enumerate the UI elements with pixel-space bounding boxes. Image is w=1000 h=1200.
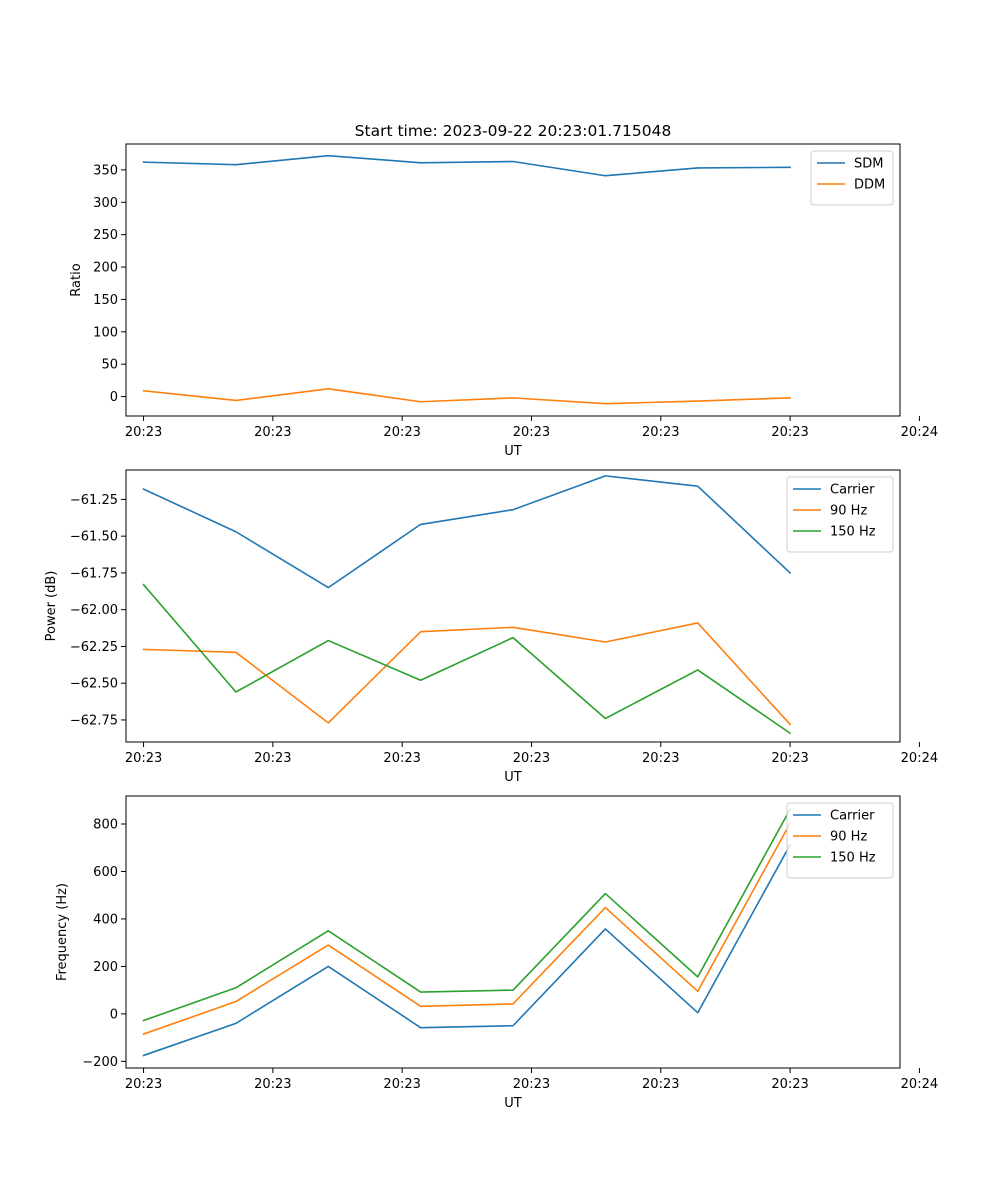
plots-container: 20:23 20:23 20:23 20:23 20:23 20:23 20:24 0 50 10…: [44, 143, 938, 1111]
x-tick-label: 20:23: [125, 425, 162, 440]
x-tick-label: 20:23: [254, 425, 291, 440]
legend: Carrier 90 Hz 150 Hz: [786, 802, 894, 879]
x-axis-label: UT: [504, 1096, 522, 1111]
legend-label: 90 Hz: [830, 504, 867, 519]
legend-label: Carrier: [830, 483, 875, 498]
x-tick-label: 20:23: [642, 1077, 679, 1092]
y-tick-label: −61.25: [70, 493, 118, 508]
x-tick-label: 20:23: [383, 1077, 420, 1092]
y-axis-label: Frequency (Hz): [55, 883, 70, 981]
legend-label: DDM: [854, 178, 885, 193]
series-line-carrier: [142, 843, 792, 1057]
x-tick-label: 20:23: [513, 1077, 550, 1092]
axes-frame: [125, 143, 901, 417]
y-tick-label: −200: [82, 1055, 118, 1070]
x-tick-label: 20:23: [771, 425, 808, 440]
series-line-150-hz: [142, 583, 792, 735]
x-axis-label: UT: [504, 770, 522, 785]
y-tick-label: −62.00: [70, 603, 118, 618]
x-tick-label: 20:23: [771, 1077, 808, 1092]
x-tick-label: 20:24: [901, 751, 938, 766]
x-tick-label: 20:24: [901, 1077, 938, 1092]
chart-panel-1: 20:23 20:23 20:23 20:23 20:23 20:23 20:24 0 50 10…: [69, 143, 938, 459]
legend-label: 150 Hz: [830, 525, 876, 540]
y-tick-label: 0: [110, 390, 118, 405]
y-tick-label: 50: [101, 358, 118, 373]
x-tick-label: 20:24: [901, 425, 938, 440]
series-line-90-hz: [142, 622, 792, 726]
legend: Carrier 90 Hz 150 Hz: [786, 476, 894, 553]
y-tick-label: 400: [93, 912, 118, 927]
y-tick-label: 200: [93, 261, 118, 276]
y-tick-label: 600: [93, 865, 118, 880]
x-tick-label: 20:23: [771, 751, 808, 766]
legend-box: [786, 476, 894, 553]
x-tick-label: 20:23: [383, 751, 420, 766]
series-line-ddm: [142, 387, 791, 405]
x-tick-label: 20:23: [125, 751, 162, 766]
y-axis-label: Ratio: [69, 263, 84, 296]
x-tick-label: 20:23: [642, 751, 679, 766]
x-axis-label: UT: [504, 444, 522, 459]
y-axis-label: Power (dB): [44, 571, 59, 642]
x-tick-label: 20:23: [254, 1077, 291, 1092]
figure-title: Start time: 2023-09-22 20:23:01.715048: [355, 122, 672, 140]
y-tick-label: −62.50: [70, 677, 118, 692]
y-tick-label: 100: [93, 325, 118, 340]
series-line-150-hz: [142, 808, 792, 1022]
x-tick-label: 20:23: [642, 425, 679, 440]
legend-box: [786, 802, 894, 879]
axes-frame: [125, 795, 901, 1069]
y-tick-label: −62.25: [70, 640, 118, 655]
legend-box: [810, 150, 894, 206]
chart-panel-3: 20:23 20:23 20:23 20:23 20:23 20:23 20:24 −200 0…: [55, 795, 938, 1111]
legend: SDM DDM: [810, 150, 894, 206]
y-tick-label: −61.50: [70, 530, 118, 545]
legend-label: 90 Hz: [830, 830, 867, 845]
y-tick-label: 300: [93, 196, 118, 211]
x-tick-label: 20:23: [513, 425, 550, 440]
x-tick-label: 20:23: [383, 425, 420, 440]
y-tick-label: 200: [93, 960, 118, 975]
y-tick-label: 150: [93, 293, 118, 308]
y-tick-label: −62.75: [70, 713, 118, 728]
y-tick-label: 250: [93, 228, 118, 243]
y-tick-label: 0: [110, 1007, 118, 1022]
legend-label: SDM: [854, 157, 883, 172]
axes-frame: [125, 469, 901, 743]
series-line-sdm: [142, 154, 791, 177]
x-tick-label: 20:23: [254, 751, 291, 766]
x-tick-label: 20:23: [513, 751, 550, 766]
series-line-90-hz: [142, 822, 792, 1036]
x-tick-label: 20:23: [125, 1077, 162, 1092]
y-tick-label: −61.75: [70, 566, 118, 581]
legend-label: Carrier: [830, 809, 875, 824]
legend-label: 150 Hz: [830, 851, 876, 866]
y-tick-label: 800: [93, 818, 118, 833]
series-line-carrier: [142, 475, 792, 589]
y-tick-label: 350: [93, 163, 118, 178]
chart-panel-2: 20:23 20:23 20:23 20:23 20:23 20:23 20:24 −62.7…: [44, 469, 938, 785]
